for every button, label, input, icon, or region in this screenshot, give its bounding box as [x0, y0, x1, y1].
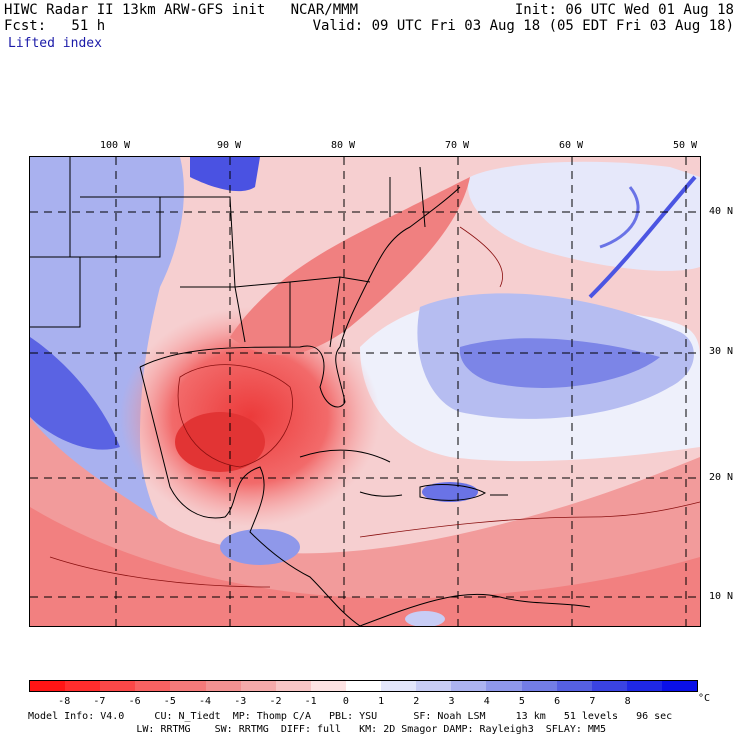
colorbar-label: -7	[93, 696, 106, 707]
model-info-line2: LW: RRTMG SW: RRTMG DIFF: full KM: 2D Sm…	[28, 724, 606, 735]
colorbar-label: -1	[304, 696, 317, 707]
colorbar-unit: °C	[698, 693, 711, 704]
colorbar-swatch	[556, 681, 592, 691]
forecast-hour: Fcst: 51 h	[4, 18, 106, 34]
colorbar-swatch	[205, 681, 241, 691]
colorbar-label: 6	[554, 696, 561, 707]
colorbar-label: 4	[483, 696, 490, 707]
north-atlantic-swirl	[599, 186, 640, 249]
colorbar-swatch	[100, 681, 136, 691]
lon-label-90w: 90 W	[216, 140, 242, 151]
colorbar-swatch	[521, 681, 557, 691]
lon-label-70w: 70 W	[444, 140, 470, 151]
field-name: Lifted index	[8, 36, 102, 51]
contour-lines	[49, 226, 700, 588]
lon-label-100w: 100 W	[99, 140, 131, 151]
map-canvas	[30, 157, 700, 626]
colorbar-label: 3	[448, 696, 455, 707]
valid-time: Valid: 09 UTC Fri 03 Aug 18 (05 EDT Fri …	[312, 18, 734, 34]
south-america-stable-pocket	[405, 611, 445, 626]
colorbar-swatch	[65, 681, 101, 691]
lon-label-60w: 60 W	[558, 140, 584, 151]
colorbar-label: 0	[342, 696, 349, 707]
colorbar	[29, 680, 698, 692]
hispaniola-stable-pocket	[422, 482, 478, 502]
colorbar-label: -3	[234, 696, 247, 707]
colorbar-swatch	[275, 681, 311, 691]
colorbar-swatch	[240, 681, 276, 691]
colorbar-swatch	[381, 681, 417, 691]
colorbar-swatch	[591, 681, 627, 691]
lat-label-10n: 10 N	[709, 591, 734, 602]
gulf-unstable-core	[175, 412, 265, 472]
colorbar-swatch	[30, 681, 66, 691]
colorbar-label: 8	[624, 696, 631, 707]
colorbar-swatch	[310, 681, 346, 691]
colorbar-swatch	[345, 681, 382, 691]
colorbar-swatch	[451, 681, 487, 691]
lifted-index-map	[29, 156, 701, 627]
gulf-unstable-region	[120, 307, 380, 527]
atlantic-stable-core	[459, 338, 660, 388]
colorbar-swatch	[170, 681, 206, 691]
colorbar-label: 2	[413, 696, 420, 707]
coastlines	[30, 157, 591, 626]
colorbar-label: 1	[378, 696, 385, 707]
colorbar-swatch	[135, 681, 171, 691]
colorbar-label: -8	[58, 696, 71, 707]
colorbar-swatch	[626, 681, 662, 691]
north-atlantic-pale	[468, 161, 700, 271]
lon-label-80w: 80 W	[330, 140, 356, 151]
colorbar-swatch	[416, 681, 452, 691]
lon-label-50w: 50 W	[672, 140, 698, 151]
colorbar-label: -4	[199, 696, 212, 707]
colorbar-label: 7	[589, 696, 596, 707]
great-lakes-stable-core	[190, 157, 260, 192]
colorbar-label: 5	[518, 696, 525, 707]
colorbar-label: -2	[269, 696, 282, 707]
tropical-unstable-core	[30, 507, 700, 626]
tropical-unstable-band	[30, 417, 700, 626]
colorbar-swatch	[486, 681, 522, 691]
model-title: HIWC Radar II 13km ARW-GFS init NCAR/MMM	[4, 2, 359, 18]
model-info-line1: Model Info: V4.0 CU: N_Tiedt MP: Thomp C…	[28, 711, 673, 722]
colorbar-swatch	[661, 681, 698, 691]
north-atlantic-stable-streak	[588, 175, 697, 299]
lat-label-40n: 40 N	[709, 206, 734, 217]
central-america-stable-pocket	[220, 529, 300, 565]
colorbar-label: -5	[163, 696, 176, 707]
init-time: Init: 06 UTC Wed 01 Aug 18	[514, 2, 734, 18]
lat-label-30n: 30 N	[709, 346, 734, 357]
mexico-stable-core	[30, 337, 120, 450]
lat-label-20n: 20 N	[709, 472, 734, 483]
colorbar-label: -6	[128, 696, 141, 707]
